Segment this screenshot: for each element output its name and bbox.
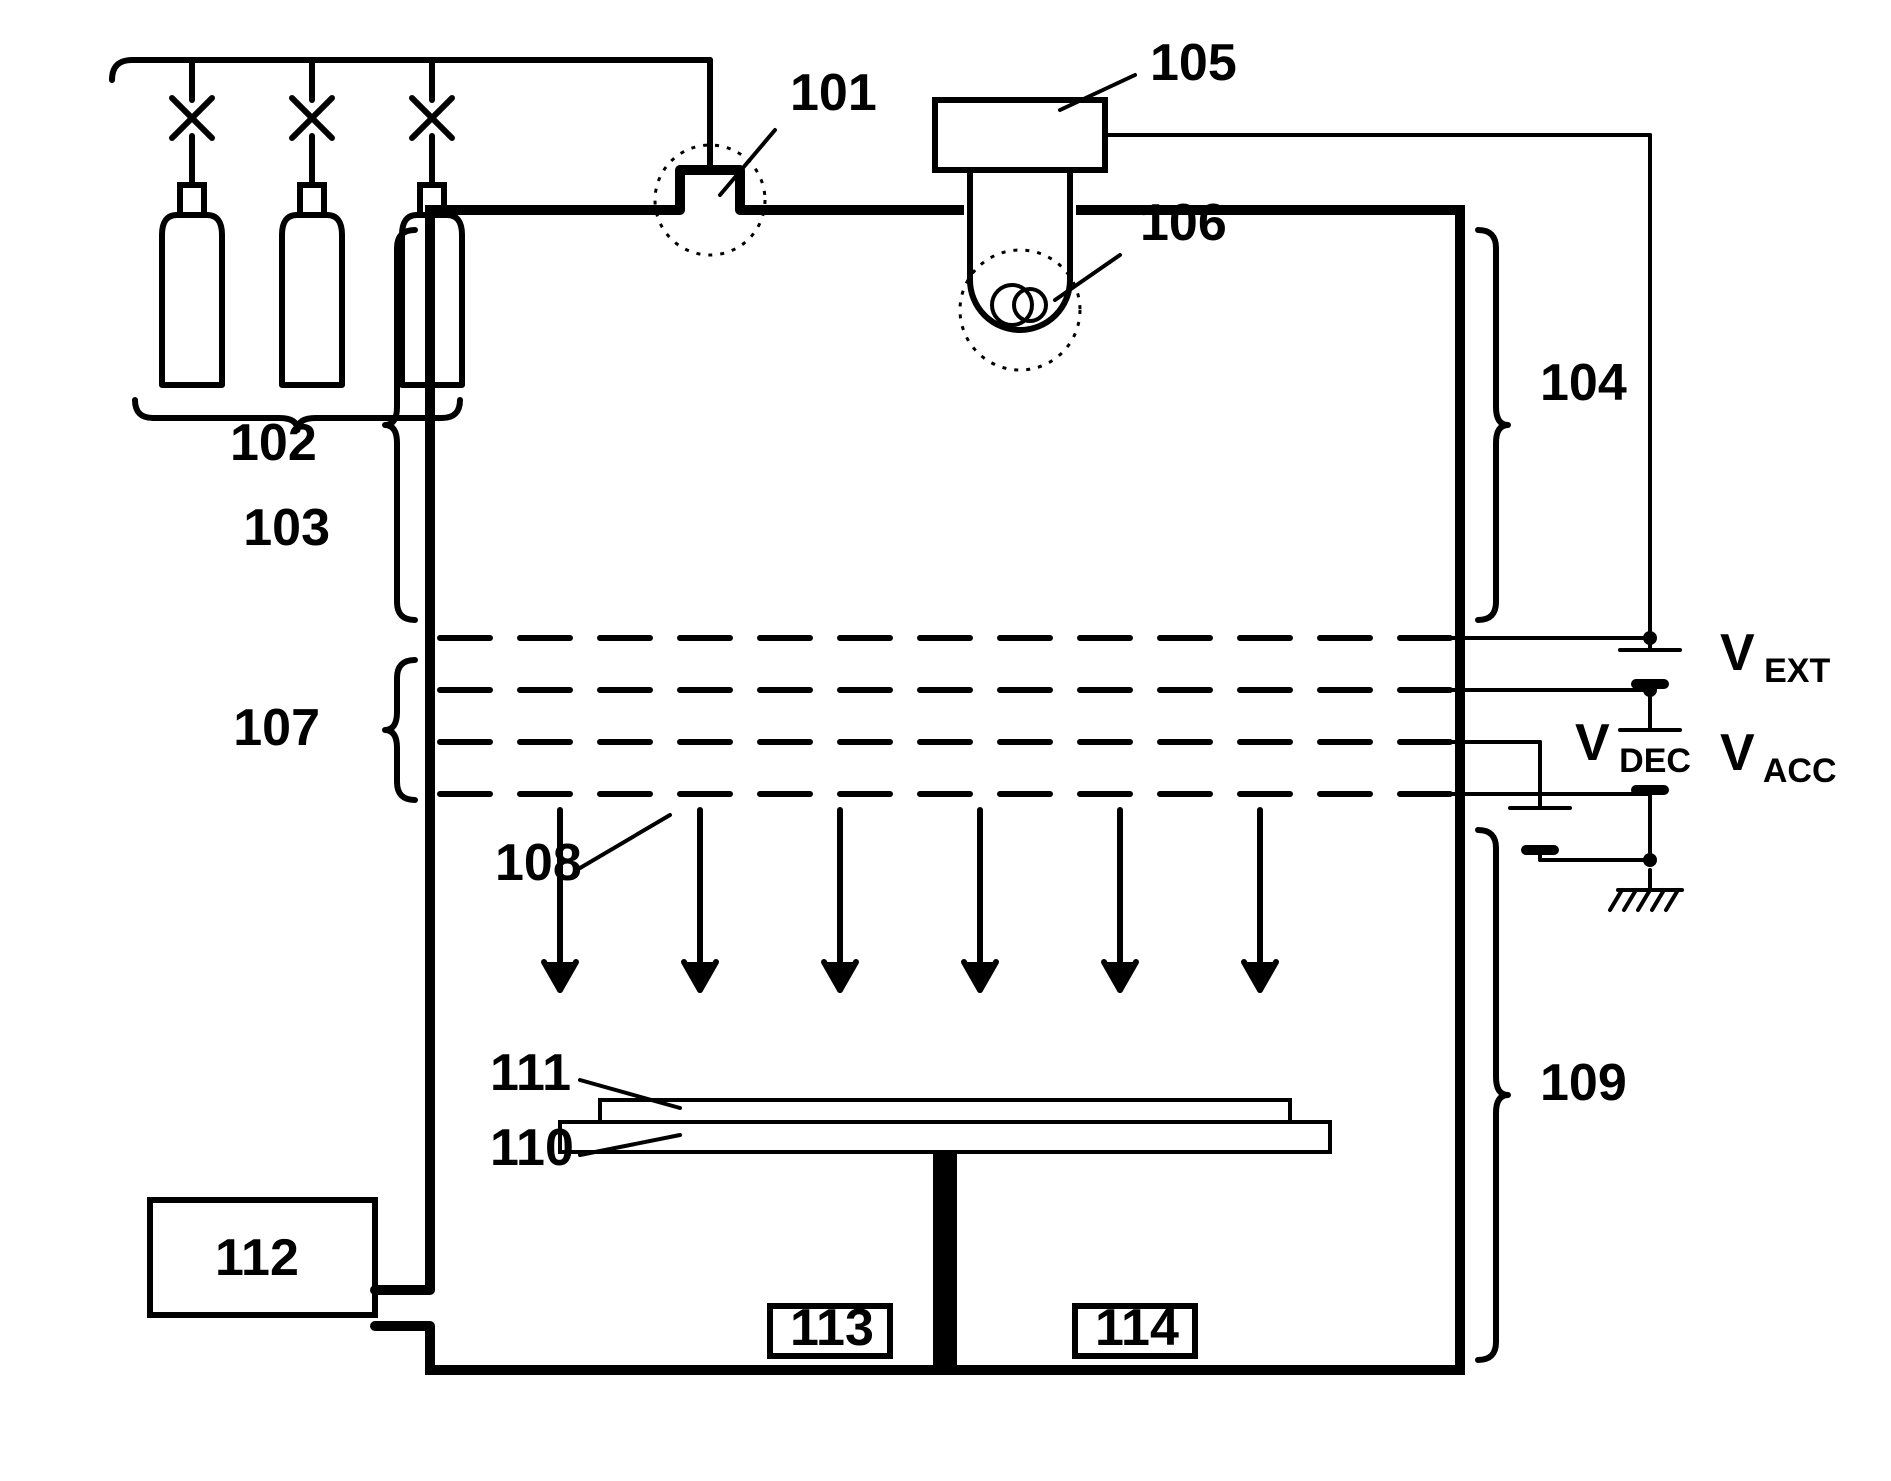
diagram-canvas: 101 105 106 102 103 104 107 108 109 110 111 112 113 1… <box>0 0 1891 1481</box>
label-112: 112 <box>215 1229 299 1287</box>
label-108: 108 <box>495 834 582 892</box>
label-l106: 106 <box>1140 194 1227 252</box>
label-111: 111 <box>490 1044 571 1102</box>
substrate <box>600 1100 1290 1122</box>
label-114: 114 <box>1095 1299 1179 1357</box>
label-vacc: V ACC <box>1720 724 1837 790</box>
gas-cylinder <box>162 215 222 385</box>
label-vdec: V DEC <box>1575 714 1691 780</box>
gas-cylinder <box>282 215 342 385</box>
label-104: 104 <box>1540 354 1627 412</box>
label-103: 103 <box>243 499 330 557</box>
label-l105: 105 <box>1150 34 1237 92</box>
quartz-tube <box>970 170 1070 330</box>
label-109: 109 <box>1540 1054 1627 1112</box>
label-l101: 101 <box>790 64 877 122</box>
label-102: 102 <box>230 414 317 472</box>
label-vext: V EXT <box>1720 624 1830 690</box>
microwave-source <box>935 100 1105 170</box>
label-113: 113 <box>790 1299 874 1357</box>
label-107: 107 <box>233 699 320 757</box>
label-110: 110 <box>490 1119 574 1177</box>
